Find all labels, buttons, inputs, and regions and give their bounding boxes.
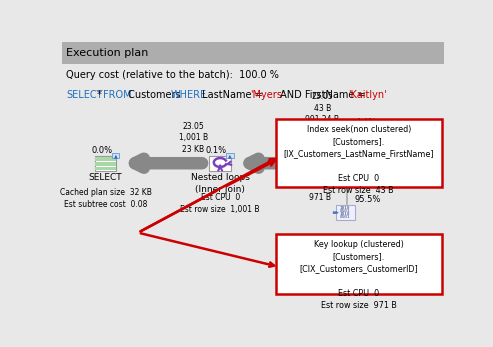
Text: 4.4%: 4.4% [355, 118, 377, 127]
FancyArrow shape [333, 211, 339, 214]
Text: 1010: 1010 [340, 212, 351, 216]
Text: 23.05
1,001 B
23 KB: 23.05 1,001 B 23 KB [179, 122, 208, 154]
Text: Est CPU  0
Est row size  1,001 B: Est CPU 0 Est row size 1,001 B [180, 193, 260, 214]
Bar [95, 162, 116, 166]
Text: 'Kaitlyn': 'Kaitlyn' [349, 90, 387, 100]
FancyBboxPatch shape [335, 134, 345, 139]
Bar [226, 153, 234, 158]
Text: ▲: ▲ [113, 153, 117, 159]
Text: SELECT: SELECT [66, 90, 103, 100]
Text: WHERE: WHERE [171, 90, 207, 100]
Text: Execution plan: Execution plan [66, 48, 148, 58]
Text: Query cost (relative to the batch):  100.0 %: Query cost (relative to the batch): 100.… [66, 70, 279, 80]
FancyBboxPatch shape [340, 126, 350, 132]
Text: 1010: 1010 [340, 206, 351, 210]
Text: 'Myers': 'Myers' [250, 90, 285, 100]
Text: ▲: ▲ [228, 153, 232, 159]
Text: 95.5%: 95.5% [355, 195, 381, 204]
Text: AND FirstName =: AND FirstName = [277, 90, 369, 100]
Bar [95, 158, 116, 161]
FancyBboxPatch shape [95, 155, 116, 171]
Bar [95, 157, 116, 161]
Text: 0.0%: 0.0% [91, 146, 112, 155]
FancyBboxPatch shape [346, 134, 355, 139]
Text: 0101: 0101 [340, 215, 351, 219]
Bar [95, 167, 116, 170]
Text: Nested loops
(Inner Join): Nested loops (Inner Join) [191, 173, 249, 194]
Text: Cached plan size  32 KB
Est subtree cost  0.08: Cached plan size 32 KB Est subtree cost … [60, 188, 151, 209]
Text: SELECT: SELECT [89, 173, 122, 182]
Text: 0101: 0101 [340, 209, 351, 213]
Bar [111, 153, 119, 158]
Text: *: * [95, 90, 106, 100]
Text: Customers: Customers [125, 90, 184, 100]
Text: Index seek(non clustered)
[Customers].
[IX_Customers_LastName_FirstName]

Est CP: Index seek(non clustered) [Customers]. [… [283, 125, 434, 195]
FancyBboxPatch shape [276, 119, 442, 187]
Bar [62, 42, 444, 64]
Text: FROM: FROM [103, 90, 132, 100]
Text: Key lookup (clustered)
[Customers].
[CIX_Customers_CustomerID]

Est CPU  0
Est r: Key lookup (clustered) [Customers]. [CIX… [299, 240, 418, 310]
FancyBboxPatch shape [336, 205, 354, 220]
Text: LastName =: LastName = [199, 90, 266, 100]
Text: 23.05
43 B
991.24 B: 23.05 43 B 991.24 B [305, 92, 339, 124]
FancyBboxPatch shape [209, 155, 231, 171]
FancyBboxPatch shape [276, 234, 442, 294]
Text: 1
971 B
971 B: 1 971 B 971 B [309, 170, 331, 202]
Text: 0.1%: 0.1% [206, 146, 227, 155]
